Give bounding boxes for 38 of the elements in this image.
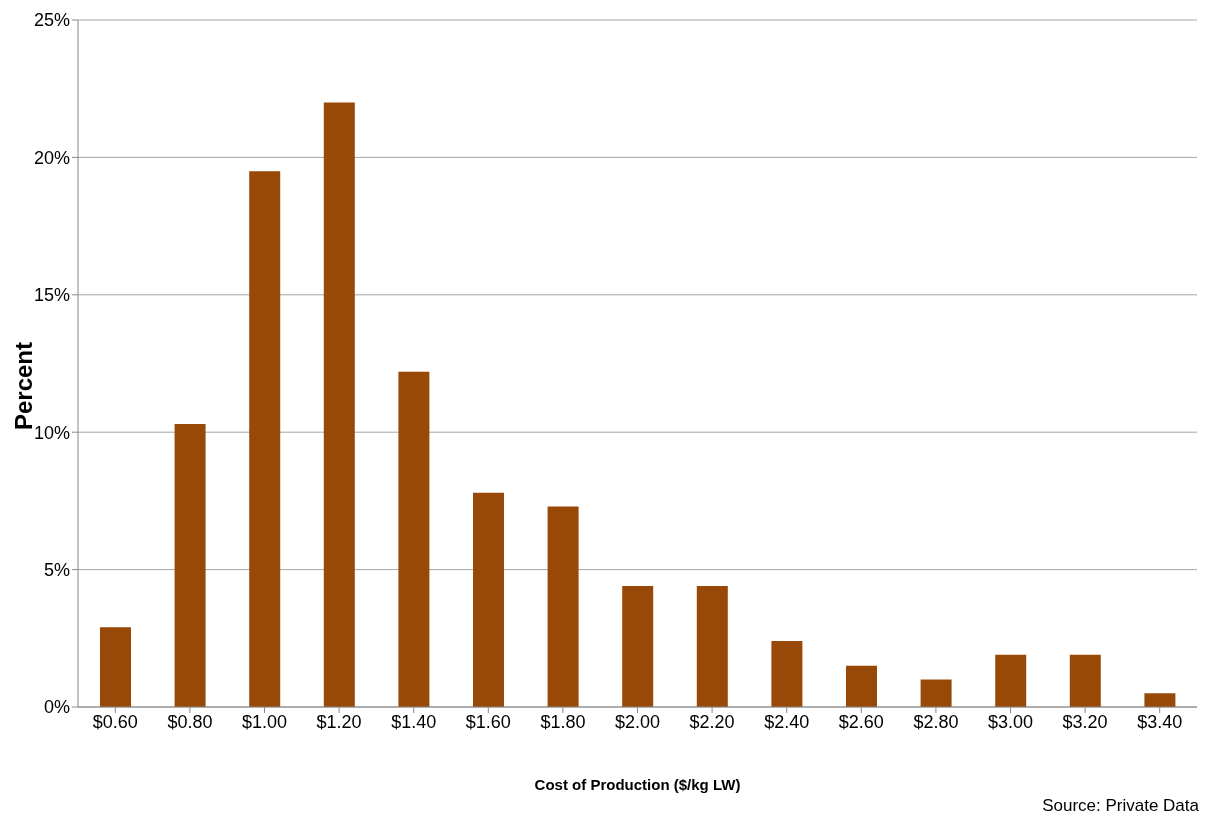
bar [249, 171, 281, 707]
x-tick-label: $2.60 [838, 711, 884, 732]
bar [547, 506, 579, 707]
x-tick-label: $2.20 [689, 711, 735, 732]
y-tick-label: 10% [33, 422, 70, 443]
bar [995, 654, 1027, 707]
bar [696, 586, 728, 707]
y-tick-label: 5% [43, 559, 70, 580]
x-tick-label: $2.40 [764, 711, 810, 732]
x-tick-label: $1.40 [391, 711, 437, 732]
bar [473, 492, 504, 707]
bar [920, 679, 952, 707]
bar [100, 627, 131, 707]
bar [1144, 693, 1176, 707]
bar [846, 665, 877, 707]
x-tick-label: $1.00 [241, 711, 288, 732]
y-tick-label: 0% [43, 697, 70, 718]
x-tick-label: $0.60 [92, 711, 138, 732]
bar [1069, 654, 1101, 707]
x-axis-title: Cost of Production ($/kg LW) [533, 776, 742, 793]
x-tick-label: $3.20 [1062, 711, 1108, 732]
x-tick-label: $1.60 [465, 711, 511, 732]
bar [398, 371, 430, 707]
x-tick-label: $2.80 [913, 711, 959, 732]
source-note: Source: Private Data [1042, 796, 1199, 816]
y-tick-label: 20% [33, 147, 70, 168]
x-tick-label: $2.00 [614, 711, 661, 732]
y-tick-label: 15% [33, 285, 70, 306]
x-tick-label: $1.80 [540, 711, 586, 732]
x-tick-label: $3.00 [987, 711, 1034, 732]
bar [174, 423, 206, 707]
bar [323, 102, 355, 707]
y-tick-label: 25% [33, 10, 70, 31]
x-tick-label: $0.80 [167, 711, 213, 732]
x-tick-label: $3.40 [1137, 711, 1183, 732]
x-tick-label: $1.20 [316, 711, 362, 732]
bar [771, 641, 803, 707]
bar [622, 586, 654, 707]
